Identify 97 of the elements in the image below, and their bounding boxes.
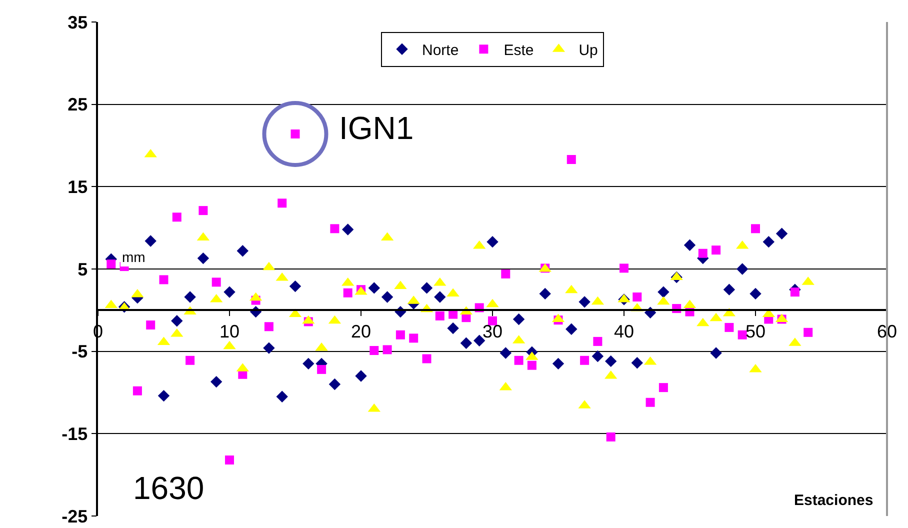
point: [632, 292, 642, 302]
legend-label: Norte: [422, 42, 459, 59]
annotation: 1630: [133, 470, 204, 506]
point: [750, 288, 762, 300]
point: [447, 322, 459, 334]
point: [132, 386, 142, 396]
y-axis-title: mm: [122, 249, 146, 265]
y-tick-label: 15: [68, 176, 88, 197]
point: [527, 360, 536, 370]
point: [106, 260, 116, 269]
x-tick-label: 30: [482, 322, 503, 342]
point: [146, 320, 156, 330]
point: [317, 364, 326, 374]
point: [566, 323, 578, 335]
point: [159, 275, 168, 284]
point: [422, 354, 432, 364]
point: [486, 236, 498, 248]
point: [751, 224, 760, 234]
x-tick-label: 20: [350, 322, 372, 342]
point: [382, 345, 392, 354]
point: [658, 383, 668, 392]
point: [566, 155, 576, 164]
point: [186, 356, 195, 365]
point: [278, 198, 287, 208]
point: [606, 432, 616, 442]
point: [776, 228, 788, 240]
point: [342, 224, 354, 236]
point: [236, 245, 248, 257]
point: [355, 370, 367, 382]
point: [435, 311, 444, 320]
point: [539, 288, 551, 300]
point: [724, 322, 734, 332]
point: [263, 342, 275, 354]
point: [289, 280, 302, 292]
point: [158, 390, 170, 402]
point: [330, 224, 340, 234]
point: [460, 337, 472, 349]
y-tick-label: 35: [68, 12, 88, 32]
point: [328, 378, 341, 390]
y-tick-label: -15: [62, 424, 88, 444]
annotation: IGN1: [339, 110, 414, 146]
point: [434, 291, 446, 303]
point: [224, 286, 236, 298]
point: [501, 269, 510, 278]
point: [276, 390, 288, 402]
point: [212, 278, 221, 287]
point: [381, 291, 394, 303]
x-tick-label: 50: [745, 322, 766, 342]
point: [302, 358, 314, 370]
x-tick-label: 10: [219, 322, 240, 342]
point: [198, 206, 208, 216]
point: [420, 282, 433, 294]
point: [500, 347, 512, 359]
point: [710, 347, 722, 359]
point: [512, 313, 525, 326]
point: [368, 282, 380, 294]
legend-label: Este: [504, 42, 534, 59]
point: [804, 328, 813, 337]
y-tick-label: 25: [68, 94, 88, 115]
point: [658, 286, 670, 298]
point: [736, 263, 748, 275]
point: [620, 264, 628, 273]
point: [578, 296, 590, 308]
point: [592, 350, 604, 362]
point: [171, 315, 183, 327]
x-tick-label: 40: [614, 322, 634, 342]
y-tick-label: -5: [72, 342, 88, 362]
point: [343, 288, 352, 298]
point: [712, 246, 721, 255]
point: [514, 356, 524, 365]
point: [210, 376, 222, 388]
point: [172, 212, 182, 222]
point: [684, 239, 696, 251]
point: [646, 398, 655, 407]
point: [580, 356, 590, 365]
point: [264, 322, 274, 332]
x-axis-title: Estaciones: [794, 492, 874, 509]
point: [605, 355, 617, 368]
point: [723, 284, 736, 296]
point: [225, 456, 234, 465]
point: [552, 358, 564, 370]
point: [631, 357, 643, 369]
x-tick-label: 60: [876, 322, 898, 342]
point: [593, 336, 602, 346]
point: [698, 248, 708, 258]
point: [790, 288, 800, 297]
point: [762, 236, 774, 248]
legend-label: Up: [578, 42, 598, 59]
point: [197, 252, 210, 264]
point: [370, 346, 379, 356]
point: [738, 330, 747, 340]
point: [396, 330, 405, 340]
point: [144, 235, 156, 247]
y-tick-label: -25: [62, 506, 88, 526]
point: [409, 334, 418, 343]
point: [184, 291, 196, 303]
y-tick-label: 5: [78, 259, 88, 280]
